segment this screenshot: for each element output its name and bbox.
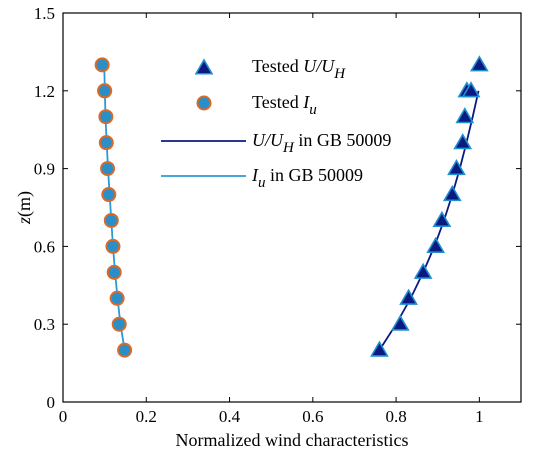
legend-label-1: Tested Iu: [252, 92, 317, 118]
x-tick-label: 0.6: [302, 407, 323, 426]
data-point-circle: [101, 187, 117, 203]
legend-label-2: U/UH in GB 50009: [252, 130, 391, 156]
legend-label-part: H: [282, 140, 295, 156]
legend-label-part: I: [251, 165, 259, 185]
data-point-triangle: [447, 159, 466, 176]
legend-symbol-circle: [196, 95, 212, 111]
legend-label-prefix: Tested: [252, 92, 303, 112]
data-point-circle: [100, 161, 116, 177]
x-tick-label: 0.2: [136, 407, 157, 426]
legend-label-part: in GB 50009: [266, 165, 364, 185]
data-point-circle: [94, 57, 110, 73]
y-tick-label: 0: [47, 393, 56, 412]
data-point-triangle: [432, 210, 452, 228]
series-line-3: [103, 64, 126, 351]
y-tick-label: 0.9: [34, 160, 55, 179]
y-tick-label: 1.5: [34, 4, 55, 23]
data-point-circle: [117, 342, 133, 358]
legend-label-part: U/U: [252, 130, 284, 150]
y-axis-label: z(m): [14, 191, 35, 225]
legend-label-part: H: [333, 66, 346, 82]
data-point-circle: [106, 264, 122, 280]
legend-label-part: in GB 50009: [294, 130, 392, 150]
y-tick-label: 0.6: [34, 237, 55, 256]
data-point-triangle: [455, 107, 475, 124]
y-tick-label: 1.2: [34, 82, 55, 101]
data-point-triangle: [413, 262, 433, 279]
data-point-circle: [111, 316, 127, 332]
y-axis-label-var: z: [14, 217, 34, 225]
data-point-circle: [105, 238, 121, 254]
x-axis-label: Normalized wind characteristics: [176, 430, 409, 450]
x-tick-label: 0.8: [385, 407, 406, 426]
data-point-triangle: [461, 81, 481, 98]
data-point-triangle: [390, 314, 410, 331]
legend-label-3: Iu in GB 50009: [251, 165, 363, 191]
plot-area: [94, 55, 489, 358]
plot-frame: [62, 12, 522, 403]
legend-label-0: Tested U/UH: [252, 56, 346, 82]
y-axis-label-unit: (m): [14, 191, 35, 217]
data-point-triangle: [469, 55, 489, 72]
legend-label-part: u: [258, 175, 266, 191]
legend-label-part: I: [302, 92, 310, 112]
legend-symbol-triangle: [194, 58, 214, 75]
data-point-triangle: [370, 340, 389, 357]
legend-label-part: u: [309, 102, 317, 118]
legend-label-prefix: Tested: [252, 56, 303, 76]
y-tick-label: 0.3: [34, 315, 55, 334]
data-point-circle: [98, 135, 114, 151]
data-point-circle: [97, 83, 113, 99]
data-point-circle: [103, 212, 119, 228]
data-point-triangle: [399, 288, 418, 305]
x-tick-label: 1: [475, 407, 484, 426]
x-tick-label: 0: [59, 407, 68, 426]
series-line-2: [378, 90, 480, 351]
data-point-circle: [109, 290, 125, 306]
axes: 0 0.2 0.4 0.6 0.8 1 0 0.3 0.6 0.9 1.2 1.5 Normalized…: [14, 4, 522, 450]
legend-label-part: U/U: [303, 56, 335, 76]
x-tick-label: 0.4: [219, 407, 241, 426]
data-point-triangle: [442, 184, 462, 202]
data-point-circle: [98, 109, 114, 125]
data-point-triangle: [426, 236, 446, 253]
data-point-triangle: [453, 133, 473, 150]
